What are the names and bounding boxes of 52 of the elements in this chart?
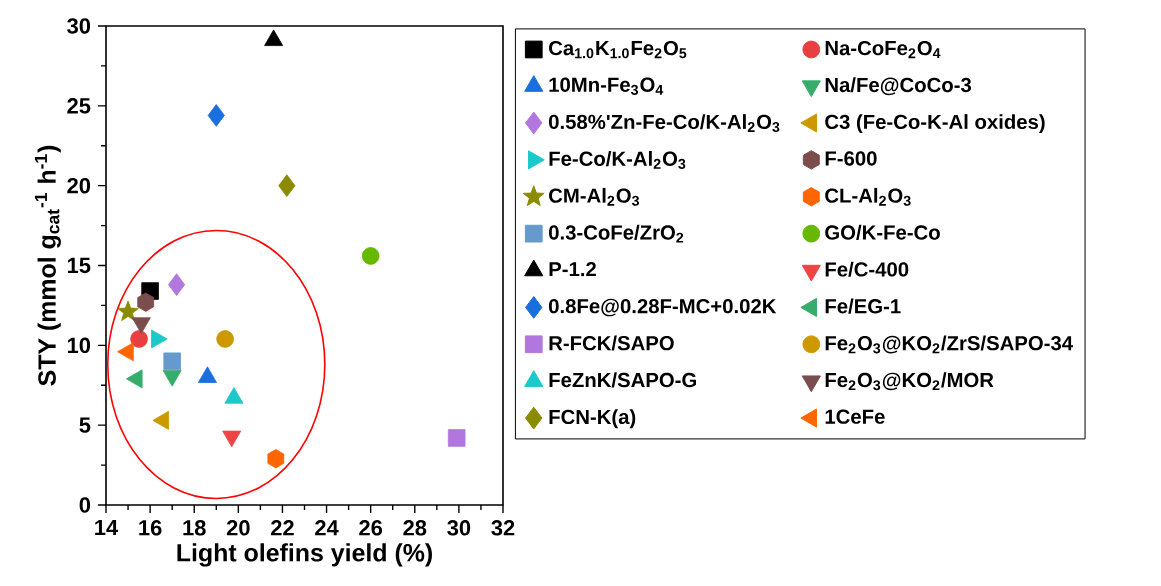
x-tick-label: 20 xyxy=(226,520,250,536)
legend-label: CM-Al$_{2}$O$_{3}$ xyxy=(549,187,640,206)
point xyxy=(267,449,285,469)
y-tick-label: 25 xyxy=(67,98,91,114)
point xyxy=(130,330,148,348)
point xyxy=(361,247,380,265)
legend-label: Fe$_{2}$O$_{3}$@KO$_{2}$/MOR xyxy=(825,372,994,391)
y-tick-label: 30 xyxy=(67,18,91,34)
point xyxy=(168,273,186,296)
y-tick-label: 5 xyxy=(79,417,91,433)
y-tick-label: 20 xyxy=(67,177,91,194)
x-tick-label: 22 xyxy=(271,520,294,536)
y-tick-label: 0 xyxy=(79,497,91,513)
y-axis-title: STY (mmol g$_{cat}$$^{-1}$ h$^{-1}$) xyxy=(34,145,61,386)
legend-label: Fe$_{2}$O$_{3}$@KO$_{2}$/ZrS/SAPO-34 xyxy=(825,335,1073,354)
legend-label: 0.8Fe@0.28F-MC+0.02K xyxy=(549,298,777,317)
point xyxy=(278,174,296,197)
legend-label: 0.3-CoFe/ZrO$_{2}$ xyxy=(549,224,684,243)
x-tick-label: 28 xyxy=(403,520,427,536)
legend-label: Ca$_{1.0}$K$_{1.0}$Fe$_{2}$O$_{5}$ xyxy=(549,40,687,59)
legend-label: R-FCK/SAPO xyxy=(549,335,674,351)
y-tick-label: 15 xyxy=(67,257,91,274)
legend-label: CL-Al$_{2}$O$_{3}$ xyxy=(825,187,911,206)
x-tick-label: 32 xyxy=(491,520,515,536)
legend-label: 1CeFe xyxy=(825,409,885,424)
legend-label: GO/K-Fe-Co xyxy=(825,224,940,240)
legend-label: Fe-Co/K-Al$_{2}$O$_{3}$ xyxy=(549,151,686,169)
x-tick-label: 30 xyxy=(447,520,471,536)
legend-label: P-1.2 xyxy=(549,261,596,277)
legend-label: Fe/C-400 xyxy=(825,261,909,277)
legend-label: Fe/EG-1 xyxy=(825,298,901,314)
legend-label: Na-CoFe$_{2}$O$_{4}$ xyxy=(825,40,941,59)
legend-label: 10Mn-Fe$_{3}$O$_{4}$ xyxy=(549,77,664,95)
y-tick-label: 10 xyxy=(67,337,91,354)
point xyxy=(117,300,139,321)
legend-label: 0.58%'Zn-Fe-Co/K-Al$_{2}$O$_{3}$ xyxy=(549,114,780,133)
x-tick-label: 16 xyxy=(139,520,162,536)
legend-label: F-600 xyxy=(825,151,877,166)
x-axis-title: Light olefins yield (%) xyxy=(177,543,432,567)
point xyxy=(447,429,466,447)
x-tick-label: 26 xyxy=(359,520,383,536)
point xyxy=(137,292,155,312)
point xyxy=(207,104,225,127)
legend-label: Na/Fe@CoCo-3 xyxy=(825,77,972,96)
legend-label: C3 (Fe-Co-K-Al oxides) xyxy=(825,114,1045,134)
legend-label: FCN-K(a) xyxy=(549,409,636,429)
point xyxy=(163,352,181,371)
x-tick-label: 18 xyxy=(183,520,206,536)
x-tick-label: 14 xyxy=(95,520,119,536)
legend-label: FeZnK/SAPO-G xyxy=(549,372,696,388)
x-tick-label: 24 xyxy=(315,520,339,536)
point xyxy=(216,330,234,348)
